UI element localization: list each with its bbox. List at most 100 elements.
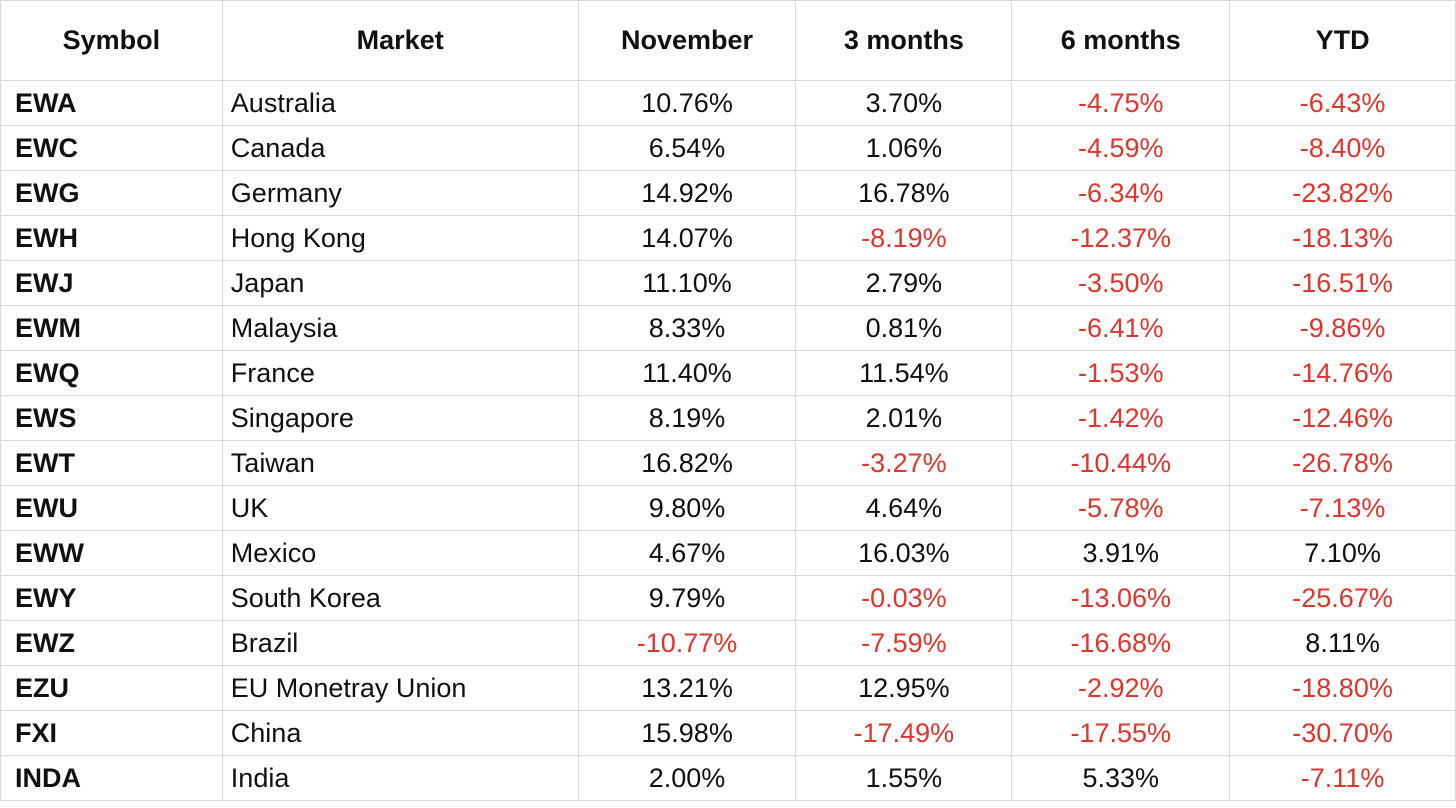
cell-market[interactable]: Brazil <box>221 620 579 666</box>
cell-market[interactable]: South Korea <box>221 575 579 621</box>
cell-symbol[interactable]: EWQ <box>0 350 223 396</box>
cell-6-months[interactable]: -3.50% <box>1011 260 1231 306</box>
cell-november[interactable]: 13.21% <box>577 665 797 711</box>
cell-november[interactable]: 8.33% <box>577 305 797 351</box>
cell-november[interactable]: 6.54% <box>577 125 797 171</box>
cell-ytd[interactable]: -26.78% <box>1229 440 1456 486</box>
header-3-months[interactable]: 3 months <box>795 0 1013 81</box>
cell-6-months[interactable]: -5.78% <box>1011 485 1231 531</box>
cell-november[interactable]: -10.77% <box>577 620 797 666</box>
cell-november[interactable]: 15.98% <box>577 710 797 756</box>
cell-3-months[interactable]: 1.55% <box>795 755 1013 801</box>
cell-symbol[interactable]: EWU <box>0 485 223 531</box>
cell-ytd[interactable]: -18.80% <box>1229 665 1456 711</box>
cell-3-months[interactable]: 11.54% <box>795 350 1013 396</box>
cell-ytd[interactable]: -9.86% <box>1229 305 1456 351</box>
cell-symbol[interactable]: EWW <box>0 530 223 576</box>
cell-november[interactable]: 11.40% <box>577 350 797 396</box>
cell-ytd[interactable]: 7.10% <box>1229 530 1456 576</box>
cell-3-months[interactable]: 3.70% <box>795 80 1013 126</box>
cell-6-months[interactable]: -4.59% <box>1011 125 1231 171</box>
cell-6-months[interactable]: -12.37% <box>1011 215 1231 261</box>
cell-3-months[interactable]: -17.49% <box>795 710 1013 756</box>
cell-ytd[interactable]: -14.76% <box>1229 350 1456 396</box>
cell-ytd[interactable]: -16.51% <box>1229 260 1456 306</box>
cell-november[interactable]: 14.92% <box>577 170 797 216</box>
cell-6-months[interactable]: -13.06% <box>1011 575 1231 621</box>
cell-symbol[interactable]: EWC <box>0 125 223 171</box>
cell-market[interactable]: Canada <box>221 125 579 171</box>
cell-3-months[interactable]: 2.01% <box>795 395 1013 441</box>
cell-market[interactable]: Hong Kong <box>221 215 579 261</box>
cell-market[interactable]: Mexico <box>221 530 579 576</box>
cell-ytd[interactable]: 8.11% <box>1229 620 1456 666</box>
cell-6-months[interactable]: -16.68% <box>1011 620 1231 666</box>
cell-symbol[interactable]: EWH <box>0 215 223 261</box>
cell-november[interactable]: 11.10% <box>577 260 797 306</box>
cell-ytd[interactable]: -23.82% <box>1229 170 1456 216</box>
cell-market[interactable]: Australia <box>221 80 579 126</box>
cell-3-months[interactable]: 1.06% <box>795 125 1013 171</box>
header-november[interactable]: November <box>577 0 797 81</box>
cell-symbol[interactable]: EWZ <box>0 620 223 666</box>
cell-6-months[interactable]: -1.42% <box>1011 395 1231 441</box>
cell-3-months[interactable]: 4.64% <box>795 485 1013 531</box>
cell-symbol[interactable]: EWJ <box>0 260 223 306</box>
cell-6-months[interactable]: -10.44% <box>1011 440 1231 486</box>
cell-market[interactable]: EU Monetray Union <box>221 665 579 711</box>
cell-symbol[interactable]: EWT <box>0 440 223 486</box>
cell-market[interactable]: India <box>221 755 579 801</box>
cell-6-months[interactable]: -1.53% <box>1011 350 1231 396</box>
header-ytd[interactable]: YTD <box>1229 0 1456 81</box>
cell-3-months[interactable]: -7.59% <box>795 620 1013 666</box>
cell-market[interactable]: Singapore <box>221 395 579 441</box>
cell-market[interactable]: Japan <box>221 260 579 306</box>
header-6-months[interactable]: 6 months <box>1011 0 1231 81</box>
header-symbol[interactable]: Symbol <box>0 0 223 81</box>
cell-november[interactable]: 14.07% <box>577 215 797 261</box>
cell-ytd[interactable]: -30.70% <box>1229 710 1456 756</box>
cell-market[interactable]: China <box>221 710 579 756</box>
cell-market[interactable]: France <box>221 350 579 396</box>
cell-symbol[interactable]: EWM <box>0 305 223 351</box>
cell-symbol[interactable]: EWA <box>0 80 223 126</box>
cell-3-months[interactable]: -3.27% <box>795 440 1013 486</box>
cell-ytd[interactable]: -7.11% <box>1229 755 1456 801</box>
cell-6-months[interactable]: -2.92% <box>1011 665 1231 711</box>
cell-market[interactable]: Malaysia <box>221 305 579 351</box>
cell-3-months[interactable]: -0.03% <box>795 575 1013 621</box>
header-market[interactable]: Market <box>221 0 579 81</box>
cell-november[interactable]: 16.82% <box>577 440 797 486</box>
cell-market[interactable]: UK <box>221 485 579 531</box>
cell-symbol[interactable]: EZU <box>0 665 223 711</box>
cell-market[interactable]: Germany <box>221 170 579 216</box>
cell-november[interactable]: 9.80% <box>577 485 797 531</box>
cell-6-months[interactable]: -17.55% <box>1011 710 1231 756</box>
cell-6-months[interactable]: -4.75% <box>1011 80 1231 126</box>
cell-6-months[interactable]: -6.34% <box>1011 170 1231 216</box>
cell-symbol[interactable]: EWS <box>0 395 223 441</box>
cell-symbol[interactable]: INDA <box>0 755 223 801</box>
cell-symbol[interactable]: EWG <box>0 170 223 216</box>
cell-3-months[interactable]: 16.03% <box>795 530 1013 576</box>
cell-ytd[interactable]: -12.46% <box>1229 395 1456 441</box>
cell-market[interactable]: Taiwan <box>221 440 579 486</box>
cell-ytd[interactable]: -8.40% <box>1229 125 1456 171</box>
cell-november[interactable]: 4.67% <box>577 530 797 576</box>
cell-ytd[interactable]: -25.67% <box>1229 575 1456 621</box>
cell-3-months[interactable]: 12.95% <box>795 665 1013 711</box>
cell-november[interactable]: 10.76% <box>577 80 797 126</box>
cell-november[interactable]: 8.19% <box>577 395 797 441</box>
cell-3-months[interactable]: -8.19% <box>795 215 1013 261</box>
cell-6-months[interactable]: -6.41% <box>1011 305 1231 351</box>
cell-6-months[interactable]: 5.33% <box>1011 755 1231 801</box>
cell-november[interactable]: 9.79% <box>577 575 797 621</box>
cell-3-months[interactable]: 0.81% <box>795 305 1013 351</box>
cell-3-months[interactable]: 16.78% <box>795 170 1013 216</box>
cell-symbol[interactable]: FXI <box>0 710 223 756</box>
cell-3-months[interactable]: 2.79% <box>795 260 1013 306</box>
cell-ytd[interactable]: -7.13% <box>1229 485 1456 531</box>
cell-symbol[interactable]: EWY <box>0 575 223 621</box>
cell-november[interactable]: 2.00% <box>577 755 797 801</box>
cell-ytd[interactable]: -6.43% <box>1229 80 1456 126</box>
